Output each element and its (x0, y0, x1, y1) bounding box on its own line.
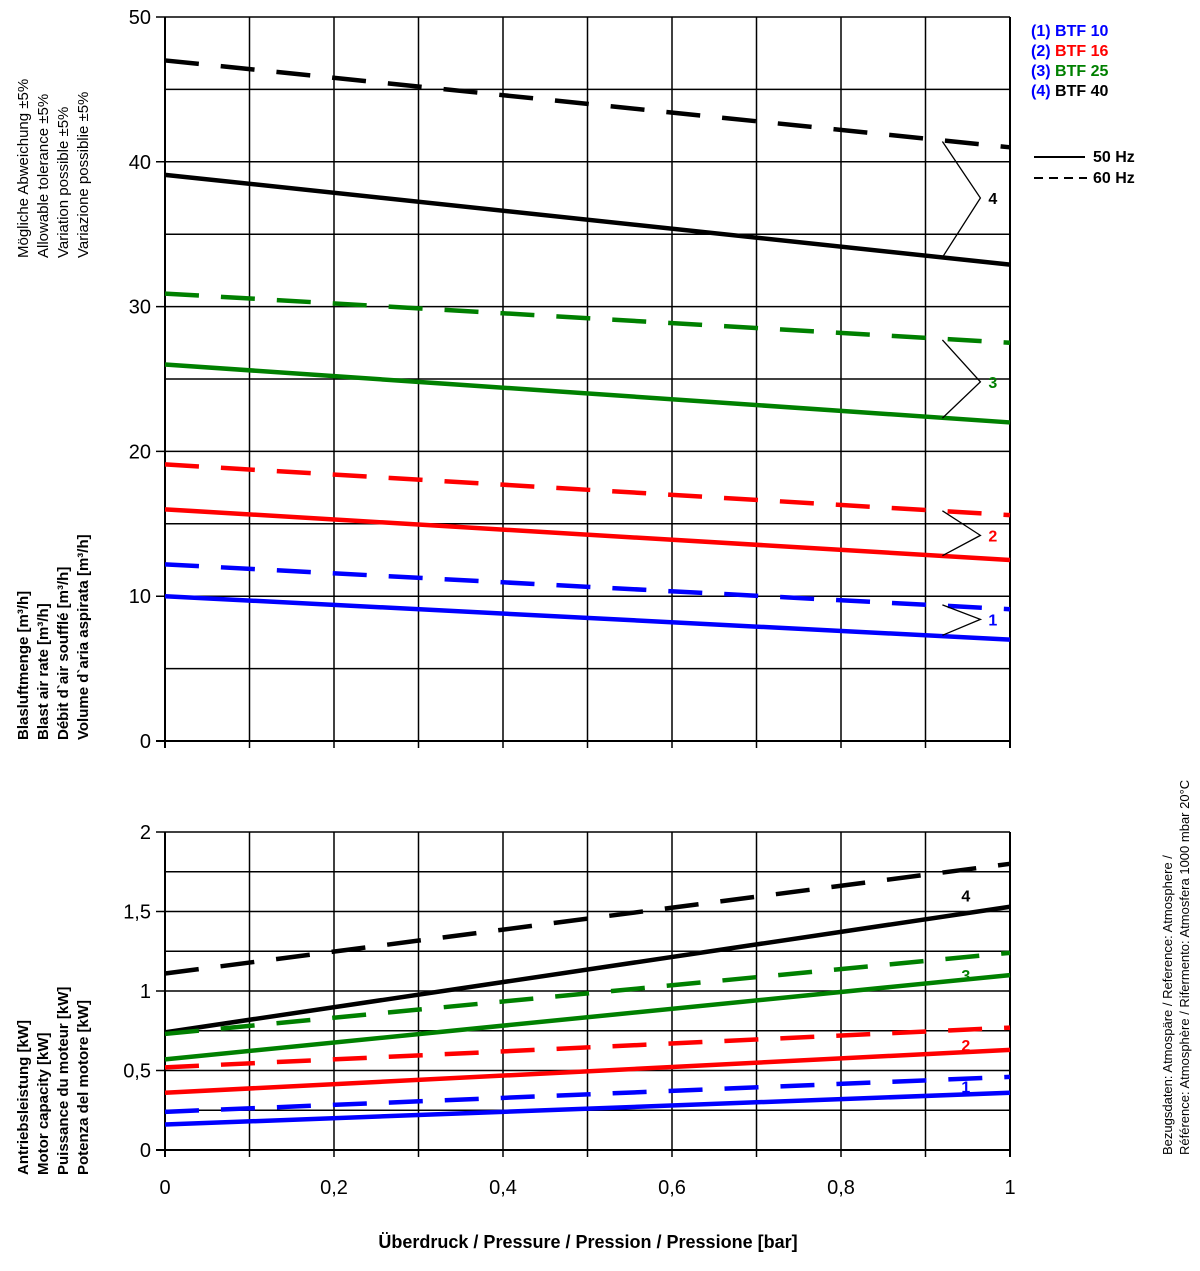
power-ylabel-de: Antriebsleistung [kW] (15, 1020, 32, 1175)
y-tick-label: 1,5 (123, 902, 151, 924)
x-tick-label: 0,2 (320, 1177, 348, 1199)
tolerance-note: Mögliche Abweichung ±5% Allowable tolera… (15, 79, 92, 258)
series-line-btf-16-50-hz (164, 507, 1011, 563)
x-tick-label: 0,6 (658, 1177, 686, 1199)
series-line-btf-25-50-hz (164, 972, 1011, 1062)
legend-item-btf16: (2) BTF 16 (1031, 43, 1108, 60)
power-chart-series (164, 861, 1011, 1127)
power-ylabel-fr: Puissance du moteur [kW] (55, 987, 72, 1175)
tolerance-line-de: Mögliche Abweichung ±5% (15, 79, 32, 258)
legend-item-btf10: (1) BTF 10 (1031, 23, 1108, 40)
legend-label: BTF 16 (1055, 43, 1108, 60)
legend-num: (1) (1031, 23, 1051, 40)
y-tick-label: 0,5 (123, 1061, 151, 1083)
tolerance-line-fr: Variation possible ±5% (55, 107, 72, 258)
curve-number-label: 4 (988, 191, 997, 208)
y-tick-label: 0 (140, 731, 151, 753)
reference-line-1: Bezugsdaten: Atmospäre / Reference: Atmo… (1160, 855, 1175, 1155)
series-line-btf-10-60-hz (164, 1074, 1011, 1115)
series-line-btf-25-60-hz (164, 291, 1011, 346)
x-tick-label: 0,4 (489, 1177, 517, 1199)
curve-number-label: 2 (988, 528, 997, 545)
power-chart-grid: 0 0,5 1 1,5 2 0 0,2 0,4 0,6 0,8 1 (123, 822, 1015, 1199)
power-ylabel-it: Potenza del motore [kW] (75, 1000, 92, 1175)
x-axis-label: Überdruck / Pressure / Pression / Pressi… (378, 1232, 797, 1252)
power-y-axis-label: Antriebsleistung [kW] Motor capacity [kW… (15, 987, 92, 1175)
flow-ylabel-de: Blasluftmenge [m³/h] (15, 591, 32, 740)
legend-item-btf40: (4) BTF 40 (1031, 83, 1108, 100)
callout-bracket (942, 510, 982, 557)
curve-number-label: 3 (988, 375, 997, 392)
legend-num: (4) (1031, 83, 1051, 100)
legend: (1) BTF 10 (2) BTF 16 (3) BTF 25 (4) BTF… (1031, 23, 1135, 187)
y-tick-label: 1 (140, 981, 151, 1003)
flow-ylabel-en: Blast air rate [m³/h] (35, 603, 52, 740)
x-tick-label: 0,8 (827, 1177, 855, 1199)
reference-note: Bezugsdaten: Atmospäre / Reference: Atmo… (1160, 780, 1192, 1155)
y-tick-label: 2 (140, 822, 151, 844)
series-line-btf-40-60-hz (164, 58, 1011, 150)
tolerance-line-it: Variazione possiblie ±5% (75, 92, 92, 258)
power-ylabel-en: Motor capacity [kW] (35, 1032, 52, 1175)
y-tick-label: 40 (129, 152, 151, 174)
series-line-btf-16-60-hz (164, 1025, 1011, 1070)
curve-number-label: 2 (961, 1038, 970, 1055)
flow-chart-series (164, 58, 1011, 642)
x-tick-label: 1 (1004, 1177, 1015, 1199)
legend-item-btf25: (3) BTF 25 (1031, 63, 1108, 80)
y-tick-label: 10 (129, 586, 151, 608)
series-line-btf-40-50-hz (164, 904, 1011, 1035)
y-tick-label: 50 (129, 7, 151, 29)
legend-60hz: 60 Hz (1093, 170, 1135, 187)
series-line-btf-10-50-hz (164, 593, 1011, 642)
power-chart-annotations: 4 3 2 1 (961, 889, 970, 1097)
flow-ylabel-fr: Débit d`air soufflé [m³/h] (55, 567, 72, 740)
series-line-btf-16-60-hz (164, 462, 1011, 518)
reference-line-2: Référence: Atmosphère / Rifermento: Atmo… (1177, 780, 1192, 1155)
callout-bracket (942, 604, 983, 636)
tolerance-line-en: Allowable tolerance ±5% (35, 94, 52, 258)
series-line-btf-16-50-hz (164, 1047, 1011, 1096)
callout-bracket (941, 141, 982, 258)
flow-chart-annotations: 4 3 2 1 (941, 141, 997, 636)
series-line-btf-40-50-hz (164, 172, 1011, 267)
curve-number-label: 1 (988, 612, 997, 629)
legend-label: BTF 25 (1055, 63, 1108, 80)
curve-number-label: 3 (961, 968, 970, 985)
curve-number-label: 4 (961, 889, 970, 906)
curve-number-label: 1 (961, 1079, 970, 1096)
series-line-btf-40-60-hz (164, 861, 1011, 976)
y-tick-label: 30 (129, 297, 151, 319)
legend-num: (2) (1031, 43, 1051, 60)
series-line-btf-25-50-hz (164, 362, 1011, 425)
series-line-btf-10-50-hz (164, 1090, 1011, 1127)
legend-50hz: 50 Hz (1093, 149, 1135, 166)
y-tick-label: 20 (129, 441, 151, 463)
callout-bracket (941, 339, 982, 419)
flow-ylabel-it: Volume d`aria aspirata [m³/h] (75, 534, 92, 740)
legend-label: BTF 40 (1055, 83, 1108, 100)
y-tick-label: 0 (140, 1140, 151, 1162)
legend-label: BTF 10 (1055, 23, 1108, 40)
legend-num: (3) (1031, 63, 1051, 80)
series-line-btf-25-60-hz (164, 950, 1011, 1037)
series-line-btf-10-60-hz (164, 562, 1011, 612)
flow-y-axis-label: Blasluftmenge [m³/h] Blast air rate [m³/… (15, 534, 92, 740)
x-tick-label: 0 (159, 1177, 170, 1199)
flow-chart-grid: 0 10 20 30 40 50 (129, 7, 1011, 753)
